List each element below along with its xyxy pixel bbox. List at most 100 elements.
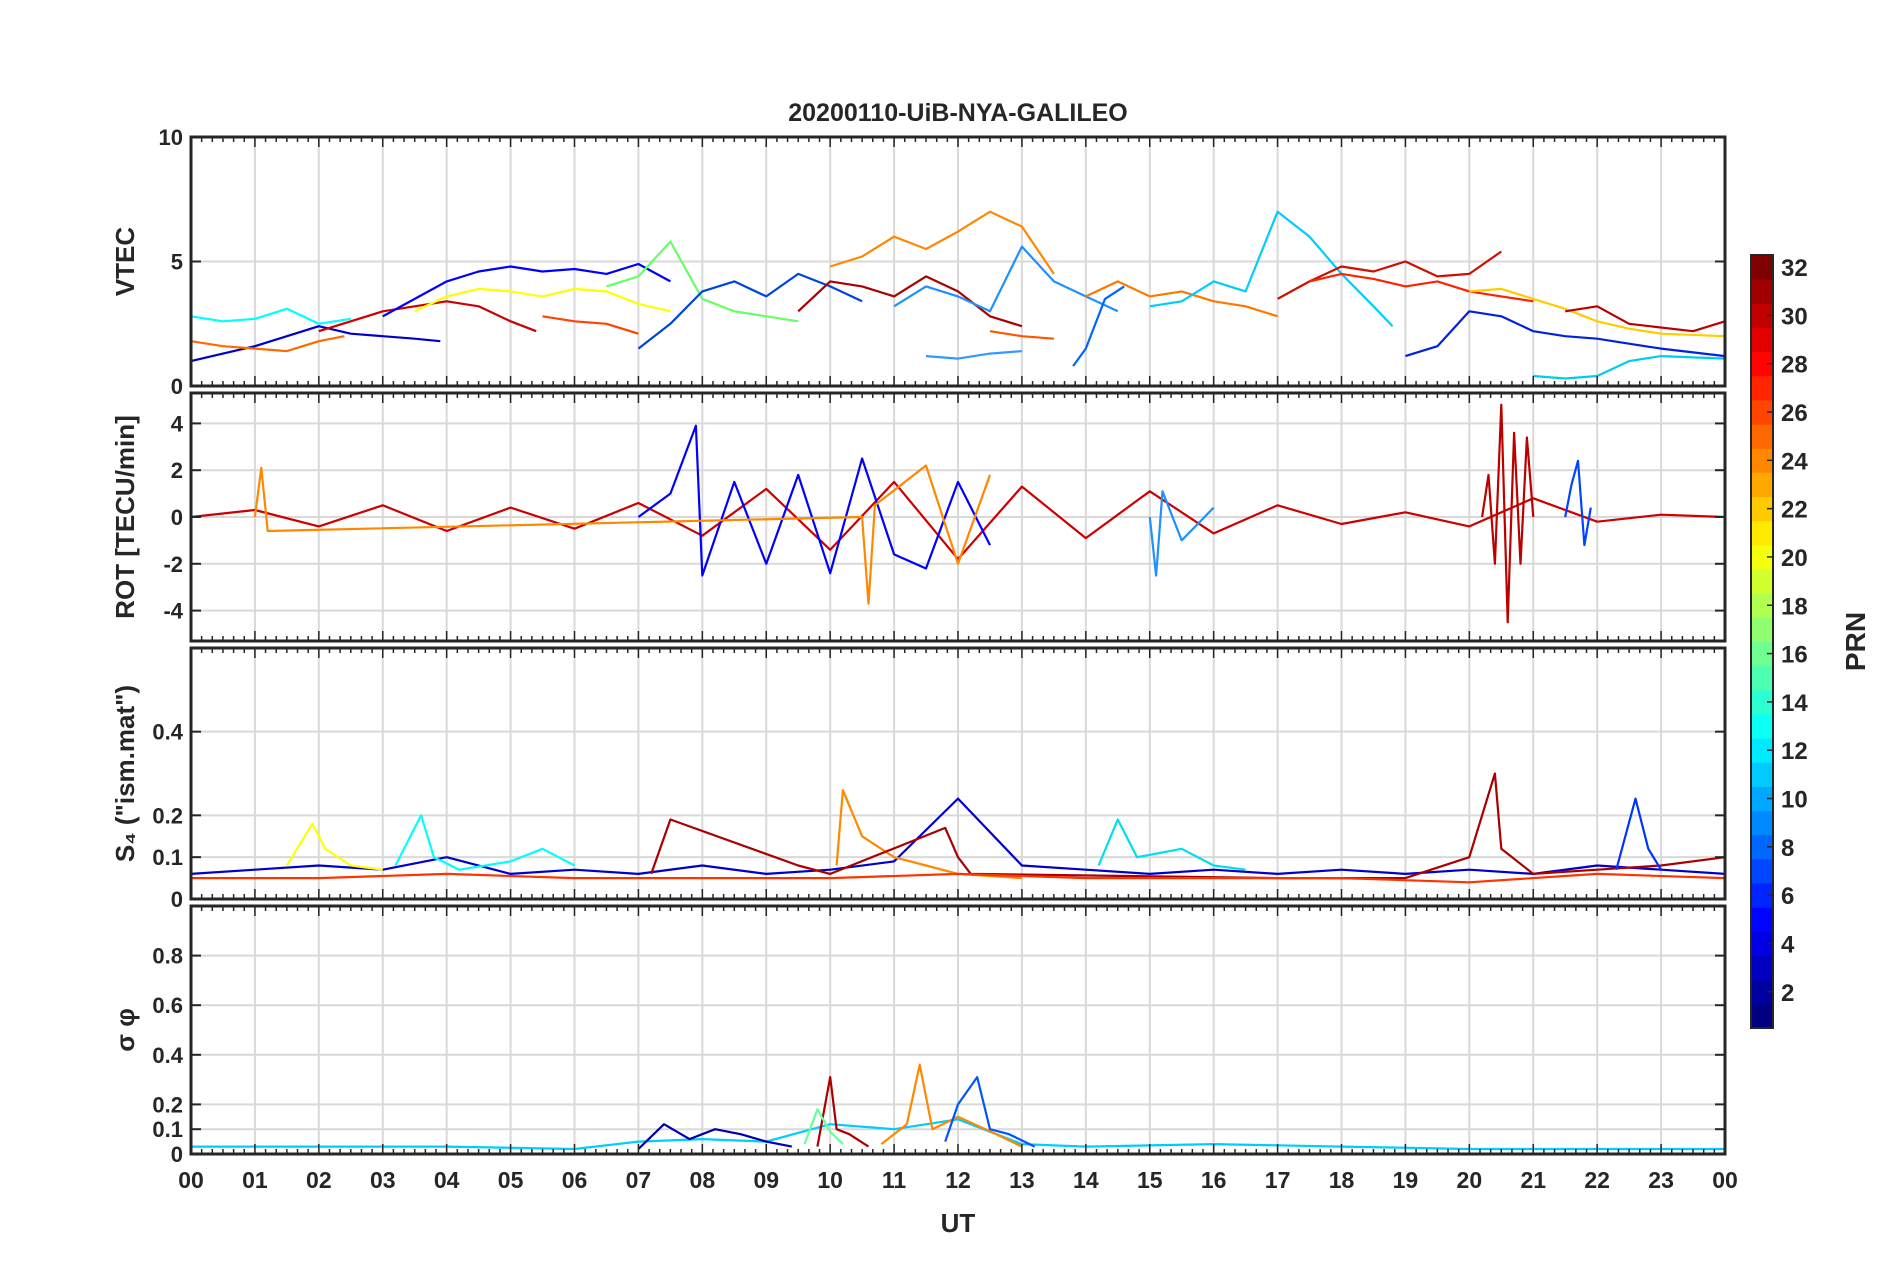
colorbar-swatch (1751, 496, 1773, 522)
y-tick-label: 0 (171, 505, 183, 530)
y-tick-label: 0 (171, 374, 183, 399)
colorbar-tick-label: 16 (1781, 642, 1808, 669)
x-tick-label: 16 (1201, 1167, 1227, 1193)
x-tick-label: 19 (1393, 1167, 1419, 1193)
x-axis-label: UT (941, 1208, 976, 1238)
series-line (637, 424, 991, 577)
y-tick-label: 0.1 (152, 1117, 183, 1142)
colorbar-swatch (1751, 303, 1773, 328)
series-line (829, 210, 1055, 275)
y-tick-label: 0.8 (152, 944, 183, 969)
x-tick-label: 20 (1457, 1167, 1483, 1193)
y-tick-label: 10 (159, 125, 183, 150)
y-tick-label: -4 (163, 599, 183, 624)
colorbar-tick-label: 4 (1781, 931, 1795, 958)
x-tick-label: 17 (1265, 1167, 1291, 1193)
x-tick-label: 00 (1712, 1167, 1738, 1193)
x-axis-tick-labels: 00 01 02 03 04 05 06 07 08 09 10 11 12 13 14 15 16 17 18 19… (178, 1167, 1738, 1193)
series-line (253, 464, 992, 605)
series-line (1533, 355, 1726, 380)
panel-ROT: -4 -2 0 2 4 ROT [TECU/min] (110, 391, 1727, 643)
x-tick-label: 07 (626, 1167, 652, 1193)
series-line (797, 275, 1023, 328)
colorbar-swatch (1751, 810, 1773, 836)
colorbar-frame (1750, 254, 1774, 1029)
chart-title: 20200110-UiB-NYA-GALILEO (788, 99, 1127, 127)
series-line (1564, 459, 1592, 547)
series-line (816, 1075, 870, 1148)
series-line (1097, 818, 1246, 871)
colorbar-swatch (1751, 834, 1773, 860)
colorbar-swatch (1751, 544, 1773, 570)
y-axis-label: S₄ ("ism.mat") (110, 685, 140, 862)
series-line (1085, 280, 1278, 318)
colorbar-swatch (1751, 351, 1773, 377)
colorbar-swatch (1751, 641, 1773, 667)
colorbar-swatch (1751, 327, 1773, 353)
series-line (1149, 210, 1394, 327)
series-line (989, 330, 1054, 340)
x-tick-label: 14 (1073, 1167, 1099, 1193)
y-axis-label: ROT [TECU/min] (110, 415, 140, 619)
series-line (190, 480, 1726, 561)
colorbar-tick-label: 30 (1781, 303, 1808, 330)
series-line (880, 1063, 1023, 1148)
colorbar-swatch (1751, 424, 1773, 449)
x-tick-label: 18 (1329, 1167, 1355, 1193)
panel-sigma_phi: 00.10.2 0.4 0.6 0.8 σ φ (110, 904, 1727, 1167)
y-tick-label: 0.1 (152, 845, 183, 870)
x-tick-label: 04 (434, 1167, 460, 1193)
series-line (542, 315, 639, 335)
y-tick-label: -2 (163, 552, 183, 577)
colorbar-tick-label: 12 (1781, 738, 1808, 765)
series-line (191, 1118, 1725, 1151)
colorbar-tick-label: 28 (1781, 352, 1808, 379)
colorbar-swatch (1751, 738, 1773, 763)
x-tick-label: 05 (498, 1167, 524, 1193)
colorbar-tick-label: 20 (1781, 545, 1808, 572)
colorbar-swatch (1751, 883, 1773, 908)
colorbar-swatch (1751, 255, 1773, 280)
colorbar-swatch (1751, 931, 1773, 957)
colorbar-label: PRN (1840, 612, 1871, 671)
colorbar-tick-label: 2 (1781, 980, 1794, 1007)
colorbar-tick-label: 8 (1781, 835, 1794, 862)
series-line (1148, 490, 1215, 577)
y-tick-label: 5 (171, 250, 183, 275)
series-line (1405, 310, 1726, 358)
y-axis-label: VTEC (110, 227, 140, 297)
colorbar-tick-label: 22 (1781, 497, 1808, 524)
x-tick-label: 08 (690, 1167, 716, 1193)
colorbar-tick-label: 32 (1781, 255, 1808, 282)
series-line (394, 814, 576, 871)
panel-S4: 0 0.1 0.2 0.4 S₄ ("ism.mat") (110, 646, 1727, 912)
series-line (190, 325, 441, 363)
colorbar-swatch (1751, 520, 1773, 546)
series-line (285, 822, 383, 871)
colorbar-tick-label: 26 (1781, 400, 1808, 427)
x-tick-label: 15 (1137, 1167, 1163, 1193)
colorbar-tick-label: 6 (1781, 883, 1794, 910)
colorbar-swatch (1751, 279, 1773, 304)
series-line (1469, 287, 1726, 338)
series-line (606, 240, 799, 323)
series-line (414, 287, 671, 313)
series-line (191, 872, 1726, 884)
series-line (637, 1123, 793, 1150)
x-tick-label: 10 (817, 1167, 843, 1193)
y-tick-label: 4 (171, 411, 184, 436)
colorbar-swatch (1751, 955, 1773, 981)
x-tick-label: 02 (306, 1167, 332, 1193)
colorbar-swatch (1751, 1003, 1773, 1029)
series-line (637, 272, 863, 350)
x-tick-label: 06 (562, 1167, 588, 1193)
x-tick-label: 11 (882, 1167, 907, 1193)
panel-VTEC: 0 5 10 VTEC (110, 125, 1727, 399)
series-line (944, 1075, 1036, 1148)
colorbar-swatch (1751, 399, 1773, 425)
series-line (1309, 272, 1534, 303)
y-tick-label: 0.4 (152, 1043, 183, 1068)
